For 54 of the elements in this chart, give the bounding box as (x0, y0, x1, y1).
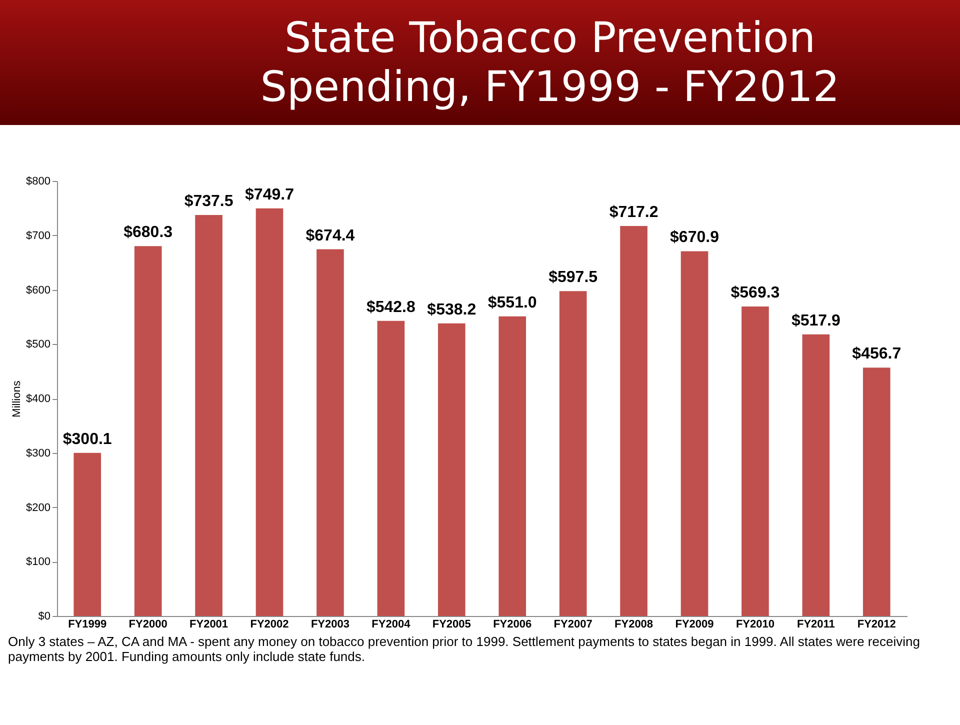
y-tick-label: $700 (26, 230, 50, 242)
x-tick-label: FY2011 (796, 618, 835, 630)
bar (316, 249, 344, 616)
bar (862, 368, 890, 616)
bar (559, 291, 587, 616)
text: Only 3 states – AZ, CA and MA - spent any money on tobacco prevention prior to 1999. Settlement payments to states began in 1999. All states were receiving payments by 2001. Funding amounts only include state funds. (8, 634, 921, 664)
x-tick-label: FY2002 (250, 618, 289, 630)
data-label: $717.2 (609, 204, 658, 222)
bar (802, 334, 830, 616)
bar (742, 306, 769, 616)
y-tick-label: $300 (26, 447, 50, 460)
bar (438, 323, 466, 616)
x-tick-label: FY2012 (857, 618, 896, 630)
bar (680, 251, 708, 616)
data-label: $674.4 (306, 227, 355, 244)
x-tick-label: FY2006 (493, 618, 532, 630)
bar (377, 320, 405, 616)
x-tick-label: FY2010 (736, 618, 774, 630)
y-tick-label: $100 (26, 556, 50, 568)
bar (498, 316, 526, 616)
x-tick-label: FY2004 (372, 618, 412, 630)
data-label: $517.9 (791, 312, 840, 330)
y-tick-label: $600 (26, 284, 50, 296)
data-label: $749.7 (245, 186, 294, 204)
data-label: $542.8 (366, 298, 416, 316)
x-tick-label: FY2000 (128, 618, 168, 630)
x-tick-label: FY2003 (310, 618, 350, 630)
chart-title: State Tobacco Prevention Spending, FY1999 - FY2012 (259, 13, 841, 111)
data-label: $670.9 (670, 229, 720, 246)
bar (195, 214, 222, 616)
data-label: $737.5 (184, 192, 234, 210)
data-label: $538.2 (427, 301, 476, 318)
bar (620, 226, 648, 616)
y-tick-label: $200 (26, 502, 50, 514)
bar (74, 452, 102, 616)
y-tick-label: $400 (26, 393, 50, 405)
data-label: $597.5 (548, 269, 598, 286)
y-tick-label: $500 (26, 338, 50, 351)
x-tick-label: FY1999 (68, 618, 107, 630)
y-axis-title: Millions (11, 380, 24, 418)
data-label: $300.1 (62, 430, 112, 448)
x-tick-label: FY2001 (190, 618, 228, 630)
data-label: $456.7 (852, 346, 902, 363)
x-tick-label: FY2005 (432, 618, 471, 630)
y-tick-label: $800 (26, 176, 50, 188)
data-label: $569.3 (730, 284, 780, 302)
bar (256, 208, 284, 616)
data-label: $551.0 (488, 294, 537, 312)
x-tick-label: FY2007 (554, 618, 592, 630)
x-tick-label: FY2008 (614, 618, 654, 630)
bar (134, 246, 162, 616)
y-tick-label: $0 (38, 610, 50, 622)
data-label: $680.3 (124, 224, 173, 242)
x-tick-label: FY2009 (675, 618, 714, 630)
